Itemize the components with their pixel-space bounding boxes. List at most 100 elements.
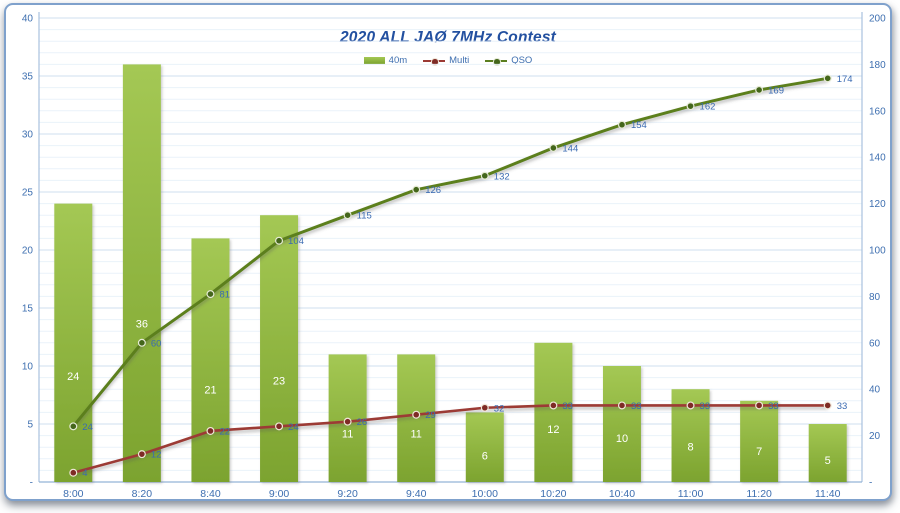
x-tick-label: 10:40	[609, 488, 635, 499]
multi-line-series-point-label: 33	[631, 401, 642, 412]
multi-line-series-point-9:40[interactable]	[412, 410, 421, 419]
bar-8:20[interactable]	[122, 64, 161, 483]
qso-line-series-point-10:00[interactable]	[480, 171, 489, 180]
right-tick-label: 20	[869, 431, 881, 442]
x-tick-label: 8:40	[200, 488, 221, 499]
bar-series-40m	[54, 64, 847, 483]
left-tick-label: -	[30, 478, 33, 489]
multi-line-series-point-label: 26	[357, 417, 368, 428]
qso-line-series-point-10:20[interactable]	[549, 143, 558, 152]
multi-line-series-point-label: 32	[494, 403, 505, 414]
qso-line-series-point-label: 154	[631, 120, 647, 131]
legend-item-40m[interactable]: 40m	[363, 55, 408, 66]
multi-line-series-point-9:00[interactable]	[275, 422, 284, 431]
qso-line-series-point-label: 60	[151, 338, 162, 349]
right-tick-label: 60	[869, 338, 881, 349]
bar-9:00[interactable]	[260, 215, 299, 482]
qso-line-series: 24 60 81 104 115 126 132 144 154 162 169 174	[69, 74, 853, 433]
bar-label: 10	[616, 433, 628, 445]
qso-line-series-point-10:40[interactable]	[617, 120, 626, 129]
qso-line-series-point-label: 162	[700, 102, 716, 113]
bar-labels: 24 36 21 23 11 11 6 12 10 8 7 5	[67, 318, 831, 467]
x-tick-label: 8:20	[132, 488, 153, 499]
right-tick-label: -	[869, 478, 872, 489]
gridlines	[39, 17, 862, 471]
qso-line-series-point-9:00[interactable]	[275, 236, 284, 245]
qso-line-series-point-9:20[interactable]	[343, 211, 352, 220]
multi-line-series-point-label: 33	[837, 401, 848, 412]
multi-line-series-point-8:20[interactable]	[137, 450, 146, 459]
qso-line-series-point-9:40[interactable]	[412, 185, 421, 194]
line-dot-swatch-icon	[485, 57, 508, 66]
x-tick-label: 9:40	[406, 488, 427, 499]
multi-line-series-point-10:40[interactable]	[617, 401, 626, 410]
legend-label-multi: Multi	[449, 55, 470, 66]
multi-line-series-point-11:40[interactable]	[823, 401, 832, 410]
bar-label: 36	[136, 318, 148, 330]
right-tick-label: 100	[869, 246, 886, 257]
bar-label: 7	[756, 446, 762, 458]
bar-11:40[interactable]	[808, 424, 847, 482]
bar-8:00[interactable]	[54, 203, 93, 482]
bar-10:40[interactable]	[602, 366, 641, 482]
multi-line-series-point-label: 33	[562, 401, 573, 412]
qso-line-series-point-label: 169	[768, 85, 784, 96]
multi-line-series-point-label: 24	[288, 422, 299, 433]
bar-label: 11	[342, 429, 353, 441]
multi-line-series-point-9:20[interactable]	[343, 417, 352, 426]
multi-line-series-point-10:00[interactable]	[480, 403, 489, 412]
legend-item-qso[interactable]: QSO	[485, 55, 532, 66]
qso-line-series-point-8:40[interactable]	[206, 290, 215, 299]
multi-line-series-point-label: 12	[151, 450, 162, 461]
multi-line-series-point-label: 29	[425, 410, 436, 421]
multi-line-series-point-8:40[interactable]	[206, 426, 215, 435]
bar-swatch-icon	[363, 57, 385, 64]
multi-line-series-point-11:00[interactable]	[686, 401, 695, 410]
bar-label: 21	[204, 384, 216, 396]
qso-line-series-point-label: 81	[219, 290, 230, 301]
multi-line-series-point-8:00[interactable]	[69, 468, 78, 477]
chart-title: 2020 ALL JAØ 7MHz Contest	[339, 29, 557, 46]
bar-10:20[interactable]	[534, 342, 573, 482]
qso-line-series-point-label: 115	[357, 211, 372, 222]
left-tick-label: 15	[22, 304, 34, 315]
right-tick-label: 200	[869, 14, 886, 25]
chart-plot-area: 24 36 21 23 11 11 6 12 10 8 7 5 4 12 22 24 26 29 32 33 33 33 3…	[22, 12, 886, 499]
legend-label-qso: QSO	[511, 55, 533, 66]
qso-line-series-point-11:00[interactable]	[686, 102, 695, 111]
bar-label: 5	[825, 455, 831, 467]
legend-label-40m: 40m	[388, 55, 408, 66]
x-tick-label: 9:00	[269, 488, 290, 499]
x-tick-label: 8:00	[63, 488, 84, 499]
chart-legend: 40m Multi QSO	[6, 55, 890, 66]
x-axis-labels: 8:00 8:20 8:40 9:00 9:20 9:40 10:00 10:20 10:40 1…	[63, 488, 841, 499]
right-tick-label: 120	[869, 199, 886, 210]
axis-lines	[38, 12, 863, 483]
qso-line-series-point-label: 24	[82, 422, 93, 433]
qso-line-series-point-11:40[interactable]	[823, 74, 832, 83]
right-tick-label: 160	[869, 106, 886, 117]
multi-line-series-path	[72, 404, 828, 474]
qso-line-series-point-label: 104	[288, 236, 304, 247]
qso-dot-swatch	[493, 58, 501, 66]
multi-line-series-point-label: 22	[219, 426, 230, 437]
multi-line-series-point-11:20[interactable]	[755, 401, 764, 410]
left-tick-label: 25	[22, 188, 34, 199]
bar-8:40[interactable]	[191, 238, 230, 482]
x-tick-label: 11:40	[815, 488, 841, 499]
qso-line-series-point-label: 132	[494, 171, 510, 182]
left-tick-label: 40	[22, 14, 34, 25]
right-axis-labels: 200 180 160 140 120 100 80 60 40 20 -	[869, 14, 886, 489]
multi-line-series: 4 12 22 24 26 29 32 33 33 33 33 33	[69, 401, 848, 479]
bar-10:00[interactable]	[465, 412, 504, 482]
bar-label: 8	[687, 442, 693, 454]
qso-line-series-path	[72, 76, 828, 428]
qso-line-series-point-8:00[interactable]	[69, 422, 78, 431]
qso-line-series-point-8:20[interactable]	[137, 338, 146, 347]
x-tick-label: 10:00	[472, 488, 498, 499]
legend-item-multi[interactable]: Multi	[423, 55, 469, 66]
x-tick-label: 11:00	[678, 488, 704, 499]
bar-11:20[interactable]	[740, 400, 779, 482]
qso-line-series-point-11:20[interactable]	[755, 85, 764, 94]
multi-line-series-point-10:20[interactable]	[549, 401, 558, 410]
